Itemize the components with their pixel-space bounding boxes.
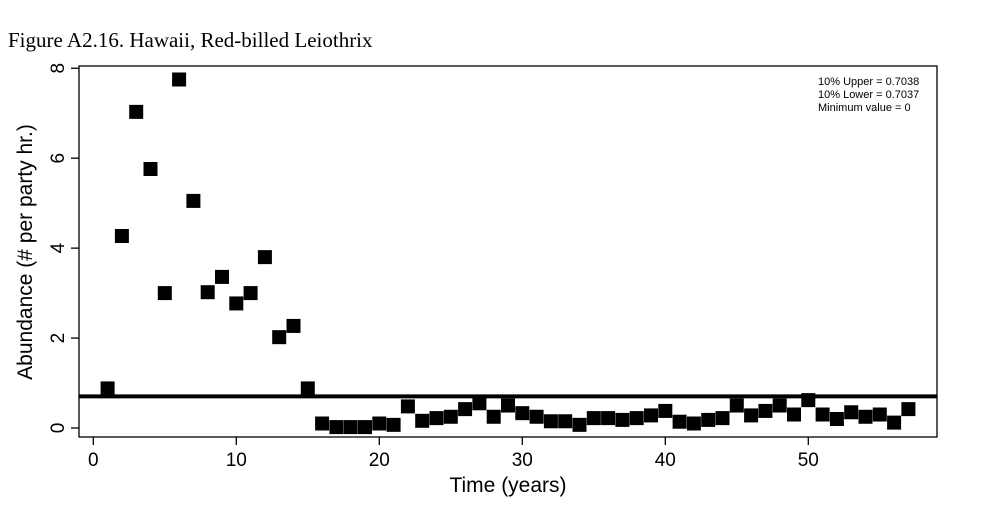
y-tick-label: 6: [48, 153, 69, 164]
data-point: [286, 318, 301, 333]
data-point: [172, 72, 187, 87]
y-tick-label: 2: [48, 333, 69, 344]
x-tick-labels: 0 10 20 30 40 50: [88, 450, 819, 471]
data-point: [186, 193, 201, 208]
data-point: [672, 414, 687, 429]
data-point: [529, 409, 544, 424]
data-point: [558, 414, 573, 429]
legend: 10% Upper = 0.7038 10% Lower = 0.7037 Mi…: [818, 76, 919, 114]
data-point: [844, 405, 859, 420]
x-tick-label: 40: [655, 450, 676, 471]
data-point: [215, 269, 229, 284]
legend-upper: 10% Upper = 0.7038: [818, 76, 919, 88]
data-point: [400, 399, 415, 414]
x-axis-title: Time (years): [449, 474, 566, 497]
data-point: [615, 412, 630, 427]
data-point: [415, 413, 430, 428]
data-point: [586, 411, 601, 426]
data-point: [772, 398, 787, 413]
data-point: [744, 408, 759, 423]
data-point: [629, 411, 644, 426]
data-point: [114, 228, 129, 243]
data-point: [343, 420, 358, 435]
data-point: [872, 407, 887, 422]
data-point: [129, 104, 144, 119]
data-point: [486, 409, 501, 424]
x-tick-label: 10: [226, 450, 247, 471]
data-point: [858, 409, 873, 424]
data-point: [100, 381, 115, 396]
data-point: [658, 403, 673, 418]
data-point: [315, 416, 330, 431]
data-point: [901, 402, 916, 417]
data-point: [715, 411, 730, 426]
y-tick-label: 8: [48, 63, 69, 74]
data-point: [829, 412, 844, 427]
data-point: [701, 412, 716, 427]
data-point: [243, 286, 258, 301]
data-point: [272, 330, 287, 345]
data-point: [143, 161, 158, 176]
data-point: [386, 417, 401, 432]
data-point: [543, 414, 558, 429]
x-tick-label: 0: [88, 450, 99, 471]
y-tick-labels: 0 2 4 6 8: [48, 63, 69, 433]
plot-frame: [78, 65, 938, 438]
data-point: [801, 393, 816, 408]
data-point: [758, 403, 773, 418]
x-tick-label: 20: [369, 450, 390, 471]
data-point: [815, 407, 830, 422]
data-point: [501, 398, 515, 413]
data-point: [472, 396, 487, 411]
x-tick-label: 50: [798, 450, 819, 471]
data-points: [100, 72, 916, 435]
data-point: [686, 416, 701, 431]
data-point: [644, 408, 658, 423]
y-tick-label: 4: [48, 242, 69, 253]
data-point: [601, 411, 616, 426]
legend-lower: 10% Lower = 0.7037: [818, 89, 919, 101]
axis-ticks: [71, 67, 809, 445]
data-point: [372, 416, 387, 431]
data-point: [887, 415, 902, 430]
figure-title: Figure A2.16. Hawaii, Red-billed Leiothr…: [8, 28, 373, 52]
data-point: [257, 250, 272, 265]
x-tick-label: 30: [512, 450, 533, 471]
data-point: [358, 420, 372, 435]
data-point: [729, 398, 744, 413]
data-point: [443, 409, 458, 424]
data-point: [429, 411, 444, 426]
y-tick-label: 0: [48, 423, 69, 434]
data-point: [200, 285, 215, 300]
data-point: [787, 407, 801, 422]
y-axis-title: Abundance (# per party hr.): [14, 124, 37, 380]
data-point: [329, 420, 344, 435]
data-point: [157, 286, 172, 301]
data-point: [572, 417, 587, 432]
data-point: [515, 406, 530, 421]
data-point: [300, 381, 315, 396]
data-point: [229, 296, 244, 311]
legend-minimum: Minimum value = 0: [818, 102, 911, 114]
data-point: [458, 402, 473, 417]
